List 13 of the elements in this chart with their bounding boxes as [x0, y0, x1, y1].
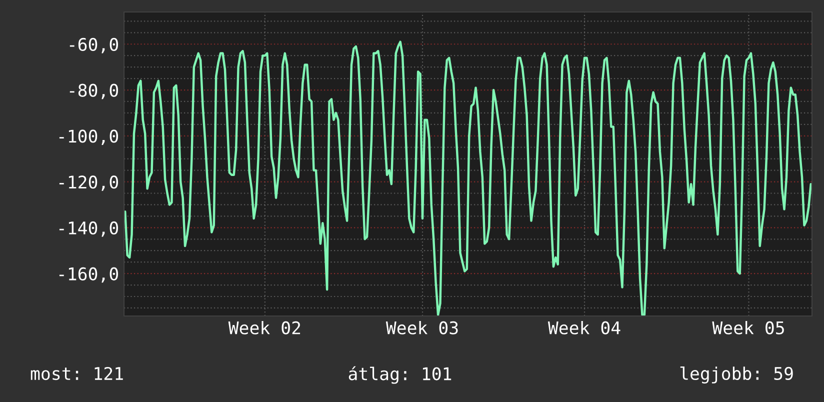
x-tick-label: Week 03	[386, 320, 458, 334]
x-tick-label: Week 05	[712, 320, 784, 334]
text: most: 121	[30, 366, 123, 380]
text: átlag: 101	[348, 366, 452, 384]
y-tick-label: -80,0	[70, 84, 118, 100]
x-tick-label: Week 02	[228, 320, 300, 334]
y-tick-label: -100,0	[59, 130, 118, 145]
text: legjobb: 59	[680, 366, 793, 384]
y-tick-label: -160,0	[59, 267, 118, 283]
y-tick-label: -120,0	[59, 176, 118, 191]
x-tick-label: Week 04	[548, 320, 620, 334]
y-tick-label: -60,0	[70, 38, 118, 54]
y-tick-label: -140,0	[59, 221, 118, 237]
